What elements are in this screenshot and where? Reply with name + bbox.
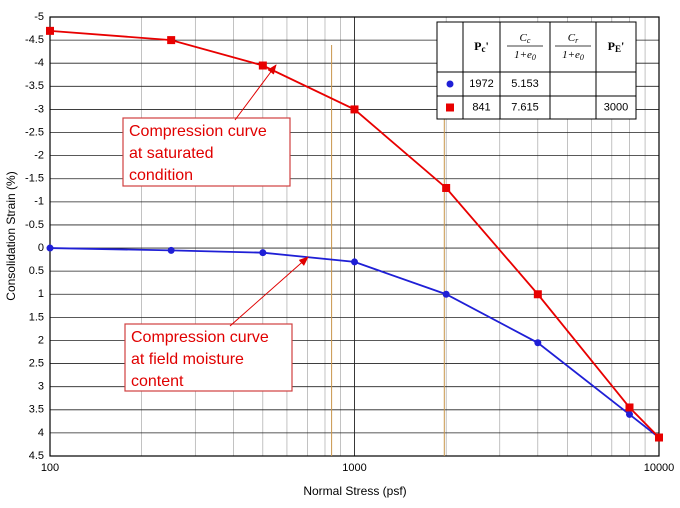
data-point <box>625 403 634 412</box>
legend-marker <box>446 103 454 112</box>
data-point <box>259 249 267 257</box>
annotation-box <box>124 323 293 392</box>
annotation-box <box>122 117 291 187</box>
y-tick-label: 1 <box>38 288 44 300</box>
y-tick-label: 3 <box>38 381 44 393</box>
header-part: C <box>520 32 528 44</box>
annotation-text: at saturated <box>129 145 214 162</box>
table-cell: 5.153 <box>511 78 539 90</box>
y-tick-label: 2.5 <box>29 357 44 369</box>
header-part: P <box>474 39 481 53</box>
table-header: PE' <box>608 39 625 54</box>
header-part: 0 <box>532 53 536 62</box>
header-part: C <box>568 32 576 44</box>
data-point <box>46 26 54 35</box>
data-point <box>655 433 663 442</box>
x-tick-label: 1000 <box>342 462 366 474</box>
data-point <box>442 290 450 298</box>
annotation-arrow <box>229 256 309 327</box>
y-tick-label: -3 <box>34 103 44 115</box>
plot-frame <box>49 16 660 457</box>
y-tick-label: 4.5 <box>29 450 44 462</box>
y-tick-label: 3.5 <box>29 404 44 416</box>
y-tick-label: -1 <box>34 196 44 208</box>
header-part: c <box>482 44 486 54</box>
data-point <box>167 246 175 254</box>
annotation-text: at field moisture <box>131 351 244 368</box>
data-point <box>351 258 358 266</box>
annotation-text: content <box>131 373 184 390</box>
data-point <box>258 61 267 70</box>
data-point <box>350 105 359 114</box>
series-line <box>49 29 660 439</box>
y-tick-label: 0 <box>38 242 44 254</box>
header-part: 0 <box>580 53 584 62</box>
header-part: P <box>608 39 615 53</box>
data-point <box>534 339 542 347</box>
table-header: Cr <box>568 32 579 45</box>
table-cell: 7.615 <box>511 101 539 113</box>
legend-table <box>436 21 637 120</box>
annotation-text: Compression curve <box>129 123 267 140</box>
annotation-arrow <box>234 64 277 121</box>
annotation-text: Compression curve <box>131 329 269 346</box>
table-cell: 1972 <box>469 78 493 90</box>
y-tick-label: -5 <box>34 11 44 23</box>
header-part: ' <box>621 39 624 53</box>
y-tick-label: -3.5 <box>25 80 44 92</box>
table-header: 1+e0 <box>514 49 536 62</box>
header-part: 1+e <box>562 49 580 61</box>
y-tick-label: -2 <box>34 150 44 162</box>
y-tick-label: 1.5 <box>29 311 44 323</box>
legend-marker <box>446 80 454 88</box>
header-part: ' <box>486 39 489 53</box>
data-point <box>46 244 54 252</box>
y-tick-label: -4 <box>34 57 44 69</box>
y-tick-label: 4 <box>38 427 44 439</box>
y-tick-label: -2.5 <box>25 126 44 138</box>
header-part: c <box>527 36 531 45</box>
x-axis-title: Normal Stress (psf) <box>303 484 406 498</box>
header-part: E <box>615 44 621 54</box>
y-tick-label: 0.5 <box>29 265 44 277</box>
y-tick-label: -0.5 <box>25 219 44 231</box>
series-line <box>49 247 660 439</box>
y-tick-label: -4.5 <box>25 34 44 46</box>
table-header: 1+e0 <box>562 49 584 62</box>
annotation-text: condition <box>129 167 193 184</box>
data-point <box>167 36 176 45</box>
y-tick-label: 2 <box>38 334 44 346</box>
data-point <box>625 410 633 418</box>
x-tick-label: 10000 <box>644 462 675 474</box>
y-axis-title: Consolidation Strain (%) <box>4 171 18 300</box>
header-part: 1+e <box>514 49 532 61</box>
table-cell: 3000 <box>604 101 628 113</box>
header-part: r <box>575 36 579 45</box>
y-tick-label: -1.5 <box>25 173 44 185</box>
table-header: Pc' <box>474 39 489 54</box>
data-point <box>533 290 542 299</box>
table-cell: 841 <box>472 101 490 113</box>
x-tick-label: 100 <box>41 462 59 474</box>
data-point <box>442 183 451 192</box>
table-header: Cc <box>520 32 531 45</box>
